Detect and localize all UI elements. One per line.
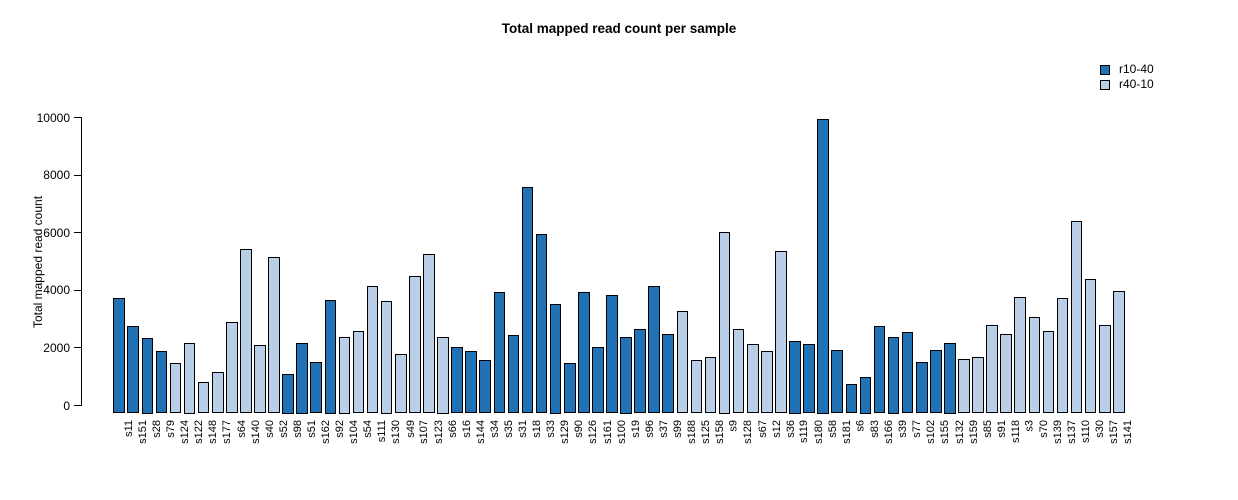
bar-s111 — [366, 286, 379, 414]
bar-s162 — [310, 361, 323, 414]
bar-s96 — [634, 329, 646, 414]
bar-s64 — [225, 321, 238, 414]
legend-label-r10-40: r10-40 — [1119, 62, 1154, 76]
bar-s110 — [1070, 221, 1083, 414]
bar-s130 — [380, 301, 393, 414]
bar-s52 — [268, 256, 280, 414]
y-tick-label: 4000 — [43, 283, 70, 298]
bar-s79 — [155, 351, 168, 414]
bar-s119 — [789, 341, 801, 414]
bar-s67 — [746, 343, 759, 414]
bar-s99 — [662, 333, 675, 414]
y-tick-label: 8000 — [43, 168, 70, 183]
bar-s34 — [479, 360, 492, 414]
legend-swatch-r40-10 — [1100, 79, 1110, 90]
y-axis-line — [81, 117, 82, 406]
bar-s91 — [986, 324, 998, 414]
legend-item-r10-40: r10-40 — [1100, 62, 1154, 76]
bar-s90 — [563, 363, 576, 414]
bar-s104 — [338, 336, 351, 414]
bar-s151 — [127, 326, 140, 414]
bar-s102 — [915, 361, 928, 414]
bar-s83 — [859, 376, 872, 414]
bar-s180 — [803, 343, 815, 414]
y-tick — [74, 405, 81, 406]
bar-s16 — [451, 346, 463, 414]
bar-s148 — [197, 382, 210, 414]
bar-s137 — [1056, 298, 1069, 414]
bar-s58 — [817, 119, 829, 414]
bar-s139 — [1042, 330, 1055, 414]
bar-s11 — [113, 298, 125, 414]
bar-s100 — [606, 295, 618, 414]
bar-s51 — [296, 342, 308, 414]
bar-s140 — [240, 249, 252, 414]
bar-s85 — [972, 357, 984, 414]
bar-s144 — [465, 351, 477, 414]
bar-s141 — [1113, 290, 1125, 414]
legend: r10-40 r40-10 — [1100, 62, 1154, 94]
bar-s28 — [141, 338, 154, 414]
bar-s177 — [211, 372, 224, 414]
bar-s128 — [732, 329, 745, 414]
y-tick-label: 2000 — [43, 340, 70, 355]
y-tick-label: 0 — [63, 398, 70, 413]
bar-s132 — [944, 342, 956, 414]
bar-s39 — [887, 336, 900, 414]
bar-s161 — [592, 346, 604, 414]
bar-s54 — [352, 330, 365, 414]
bar-s33 — [535, 234, 548, 414]
bar-s19 — [620, 336, 632, 414]
y-tick — [74, 174, 81, 176]
bar-s18 — [521, 187, 534, 414]
bar-s40 — [254, 345, 266, 414]
bar-s66 — [437, 336, 449, 414]
bar-s107 — [409, 275, 421, 414]
bar-s98 — [282, 373, 294, 414]
bar-s49 — [394, 354, 407, 414]
bar-s12 — [761, 351, 773, 414]
legend-item-r40-10: r40-10 — [1100, 77, 1154, 91]
y-tick-label: 6000 — [43, 225, 70, 240]
y-tick — [74, 289, 81, 291]
y-tick — [74, 347, 81, 349]
bar-s166 — [873, 326, 886, 414]
bar-s155 — [929, 349, 942, 414]
bar-s3 — [1014, 296, 1027, 414]
legend-swatch-r10-40 — [1100, 64, 1110, 75]
bar-s77 — [901, 332, 914, 414]
bar-s118 — [1000, 333, 1012, 414]
bar-s126 — [577, 292, 590, 414]
bar-s129 — [549, 304, 562, 414]
y-tick — [74, 232, 81, 234]
bar-s6 — [845, 383, 858, 414]
bar-s36 — [775, 250, 787, 414]
bar-s37 — [648, 286, 660, 414]
y-tick — [74, 117, 81, 119]
bar-s92 — [324, 299, 337, 414]
bar-s125 — [690, 360, 703, 414]
chart-title: Total mapped read count per sample — [501, 21, 737, 36]
y-tick-label: 10000 — [36, 110, 70, 125]
bar-s123 — [423, 253, 435, 414]
bar-s30 — [1084, 278, 1097, 414]
legend-label-r40-10: r40-10 — [1119, 77, 1154, 91]
bar-s158 — [704, 357, 717, 414]
bar-s9 — [718, 231, 731, 414]
bar-s188 — [676, 311, 689, 414]
bar-s157 — [1098, 324, 1111, 414]
bar-s70 — [1028, 317, 1041, 414]
bar-s122 — [183, 342, 196, 414]
bar-s181 — [831, 349, 844, 414]
bar-s124 — [169, 363, 182, 414]
bar-s31 — [507, 335, 520, 414]
bar-s159 — [958, 358, 970, 414]
bar-s35 — [493, 292, 506, 414]
